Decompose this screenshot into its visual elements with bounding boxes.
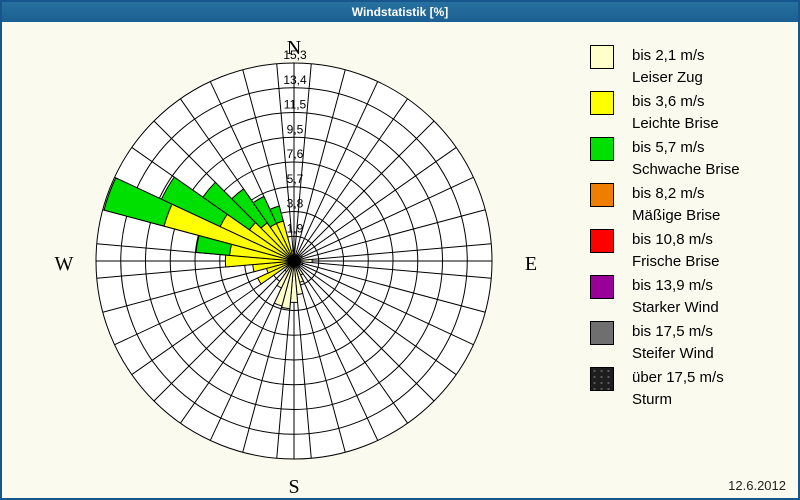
grid-radial-line (153, 260, 295, 402)
legend-text: bis 10,8 m/s Frische Brise (590, 228, 790, 273)
legend-swatch (590, 275, 614, 299)
legend-speed-label: bis 10,8 m/s (632, 231, 713, 248)
grid-radial-line (293, 260, 435, 402)
window-title-bar: Windstatistik [%] (2, 2, 798, 22)
grid-radial-line (293, 69, 346, 262)
legend-category-label: Starker Wind (632, 299, 719, 316)
legend-text: bis 5,7 m/s Schwache Brise (590, 136, 790, 181)
legend-speed-label: über 17,5 m/s (632, 369, 724, 386)
legend-swatch (590, 367, 614, 391)
grid-radial-line (293, 147, 457, 262)
grid-radial-line (293, 81, 379, 262)
grid-radial-line (293, 98, 408, 262)
legend-text: bis 13,9 m/s Starker Wind (590, 274, 790, 319)
grid-radial-line (293, 176, 474, 262)
rose-sector-segment (252, 195, 278, 228)
rose-sector-segment (269, 205, 284, 225)
rose-sector-segment (290, 250, 295, 258)
rose-bars (103, 176, 313, 310)
legend-text: bis 2,1 m/s Leiser Zug (590, 44, 790, 89)
legend-item-6: bis 17,5 m/s Steifer Wind (590, 320, 790, 366)
legend-category-label: Steifer Wind (632, 345, 714, 362)
legend-text: bis 3,6 m/s Leichte Brise (590, 90, 790, 135)
grid-radial-line (293, 63, 312, 262)
legend-item-2: bis 5,7 m/s Schwache Brise (590, 136, 790, 182)
legend-item-4: bis 10,8 m/s Frische Brise (590, 228, 790, 274)
ring-label: 15,3 (283, 48, 307, 62)
grid-radial-line (293, 209, 486, 262)
legend-swatch (590, 183, 614, 207)
legend-swatch (590, 229, 614, 253)
grid-radial-line (293, 260, 379, 441)
grid-radial-line (293, 260, 486, 313)
rose-sector-segment (103, 177, 173, 227)
ring-labels: 1,9 3,8 5,7 7,6 9,5 11,5 13,4 15,3 (283, 48, 307, 235)
legend-speed-label: bis 17,5 m/s (632, 323, 713, 340)
date-label: 12.6.2012 (728, 478, 786, 493)
ring-label: 1,9 (287, 221, 304, 235)
rose-sector-segment (256, 262, 291, 285)
legend-item-3: bis 8,2 m/s Mäßige Brise (590, 182, 790, 228)
legend-swatch (590, 45, 614, 69)
grid-radial-line (293, 120, 435, 262)
grid-radial-line (293, 243, 492, 262)
legend-item-7: über 17,5 m/s Sturm (590, 366, 790, 412)
ring-label: 3,8 (287, 197, 304, 211)
legend-swatch (590, 137, 614, 161)
legend-item-5: bis 13,9 m/s Starker Wind (590, 274, 790, 320)
legend-speed-label: bis 8,2 m/s (632, 185, 705, 202)
polar-grid (95, 62, 493, 460)
legend-speed-label: bis 2,1 m/s (632, 47, 705, 64)
compass-labels: N S W E (55, 37, 538, 498)
legend: bis 2,1 m/s Leiser Zug bis 3,6 m/s Leichte … (590, 44, 790, 412)
grid-radial-line (293, 260, 408, 424)
compass-label-west: W (55, 253, 74, 275)
legend-speed-label: bis 3,6 m/s (632, 93, 705, 110)
compass-label-east: E (525, 253, 537, 275)
legend-text: bis 17,5 m/s Steifer Wind (590, 320, 790, 365)
grid-radial-line (293, 260, 474, 346)
window-title: Windstatistik [%] (351, 5, 449, 19)
legend-item-1: bis 3,6 m/s Leichte Brise (590, 90, 790, 136)
legend-speed-label: bis 5,7 m/s (632, 139, 705, 156)
grid-radial-line (293, 260, 457, 375)
rose-sector-segment (231, 188, 268, 229)
legend-swatch (590, 321, 614, 345)
grid-radial-line (293, 260, 492, 279)
ring-label: 11,5 (284, 98, 307, 112)
legend-category-label: Leiser Zug (632, 69, 703, 86)
grid-radial-line (276, 63, 295, 262)
wind-rose-chart: 1,9 3,8 5,7 7,6 9,5 11,5 13,4 15,3N S W E (55, 37, 538, 498)
legend-category-label: Schwache Brise (632, 161, 740, 178)
compass-label-south: S (288, 476, 299, 498)
legend-item-0: bis 2,1 m/s Leiser Zug (590, 44, 790, 90)
ring-label: 13,4 (283, 73, 307, 87)
legend-text: bis 8,2 m/s Mäßige Brise (590, 182, 790, 227)
rose-sector-segment (202, 181, 257, 231)
rose-sector-segment (293, 258, 313, 264)
legend-speed-label: bis 13,9 m/s (632, 277, 713, 294)
rose-sector-segment (160, 176, 228, 228)
legend-swatch (590, 91, 614, 115)
compass-label-north: N (287, 37, 301, 59)
legend-category-label: Leichte Brise (632, 115, 719, 132)
legend-category-label: Mäßige Brise (632, 207, 721, 224)
ring-label: 7,6 (287, 147, 304, 161)
legend-text: über 17,5 m/s Sturm (590, 366, 790, 411)
legend-category-label: Sturm (632, 391, 673, 408)
legend-category-label: Frische Brise (632, 253, 720, 270)
ring-label: 9,5 (287, 122, 304, 136)
ring-label: 5,7 (287, 172, 304, 186)
grid-radial-line (180, 260, 295, 424)
